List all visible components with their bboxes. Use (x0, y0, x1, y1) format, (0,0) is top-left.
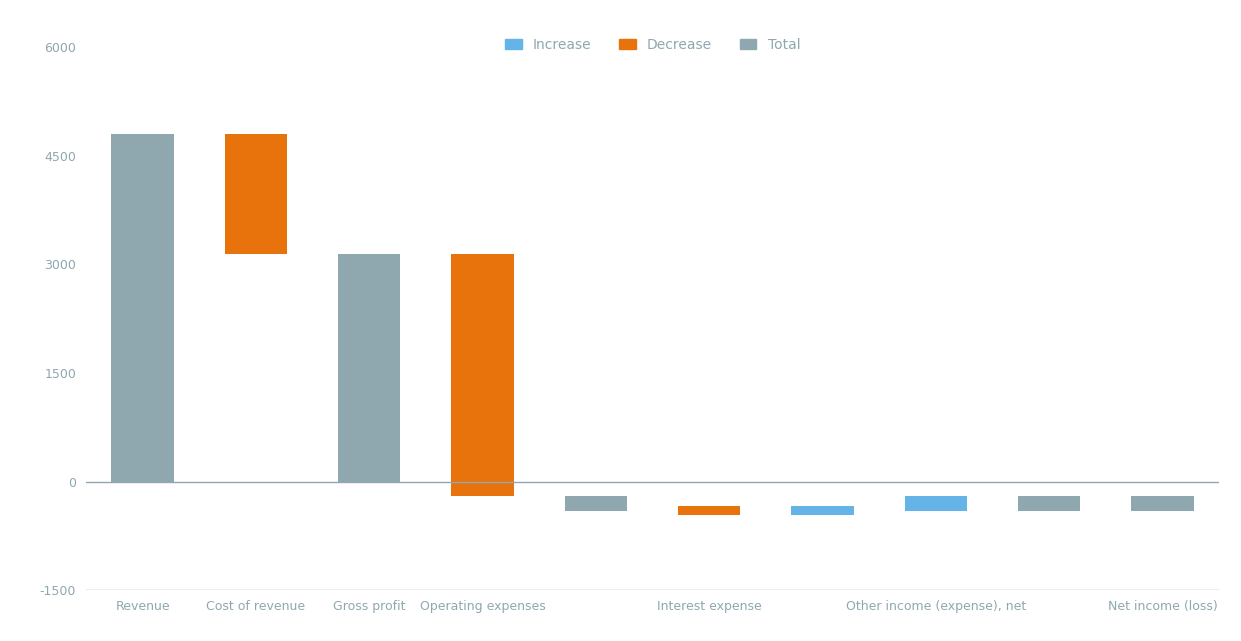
Bar (1132, 496, 1194, 511)
Bar (905, 496, 967, 511)
Legend: Increase, Decrease, Total: Increase, Decrease, Total (499, 32, 805, 57)
Bar (112, 134, 174, 482)
Bar (338, 254, 401, 482)
Bar (565, 496, 627, 511)
Bar (1018, 496, 1081, 511)
Bar (225, 134, 287, 254)
Bar (452, 254, 514, 496)
Bar (678, 506, 741, 515)
Bar (792, 506, 854, 515)
